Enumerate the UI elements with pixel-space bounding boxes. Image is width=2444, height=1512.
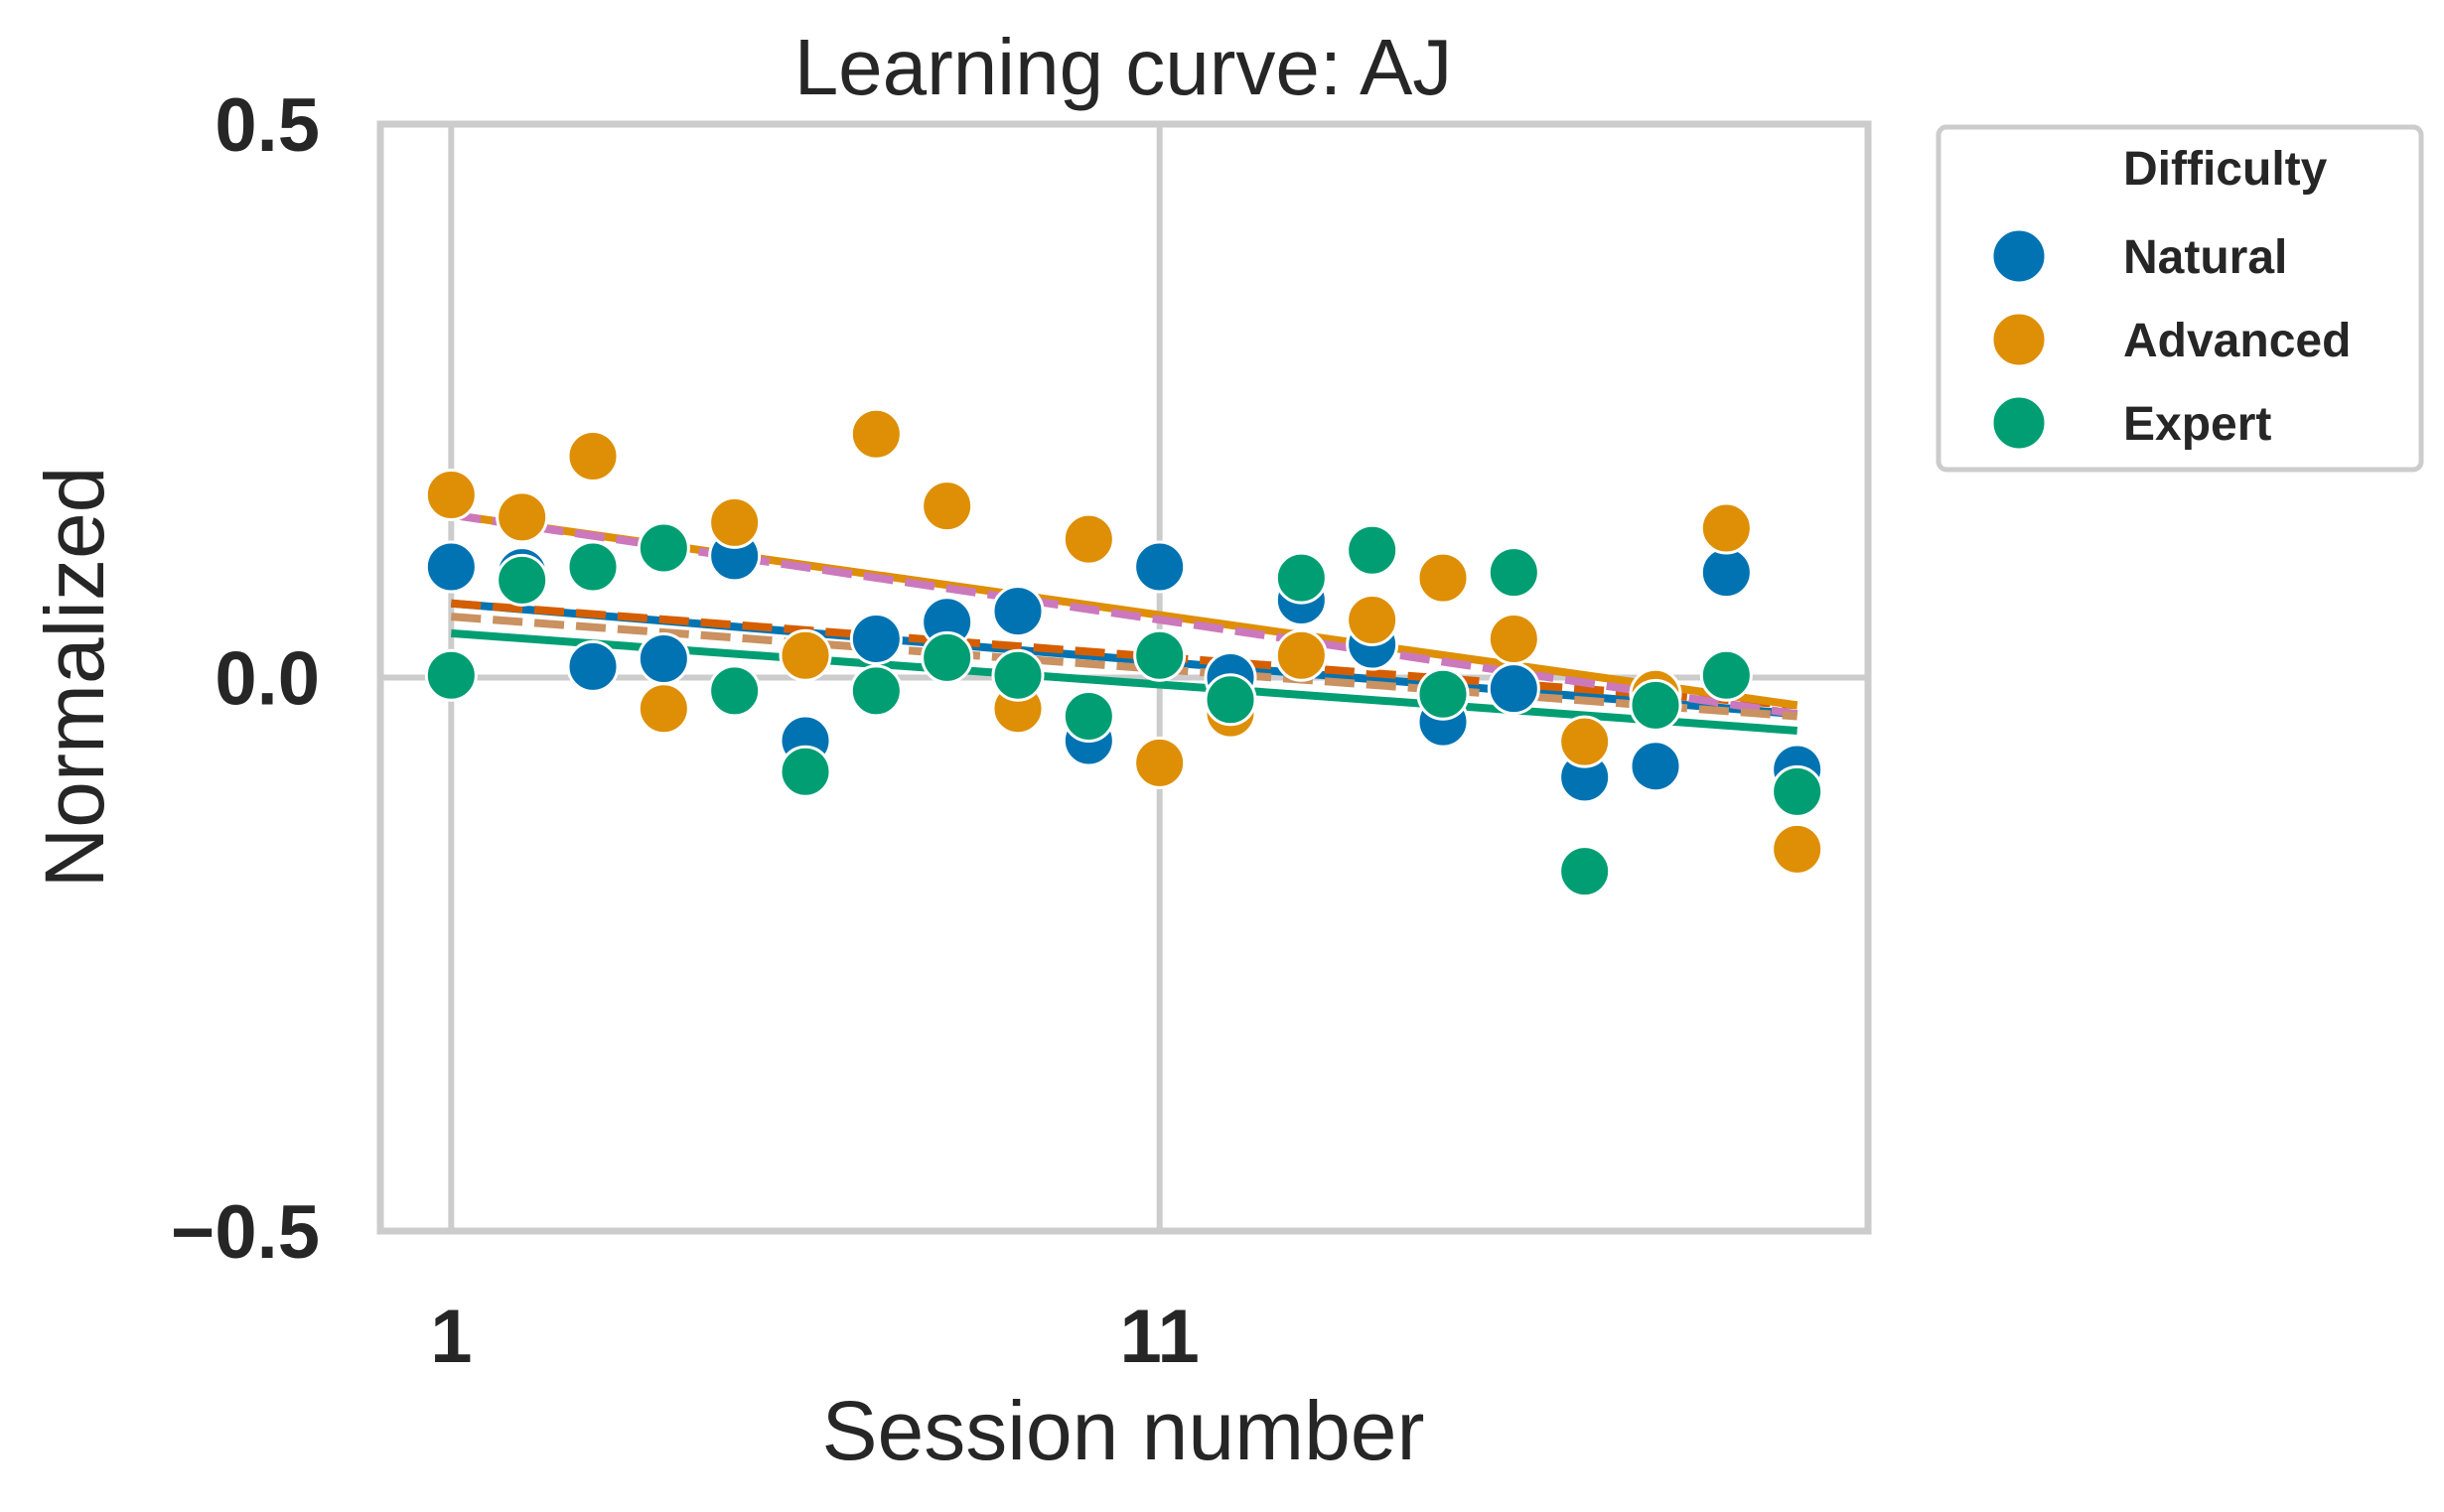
point-advanced-4 <box>637 682 690 736</box>
point-advanced-16 <box>1487 612 1540 665</box>
x-tick-label-1: 11 <box>1119 1295 1199 1379</box>
point-natural-19 <box>1699 546 1753 600</box>
data-points <box>424 407 1824 898</box>
point-expert-16 <box>1487 546 1540 600</box>
legend-label-natural: Natural <box>2123 231 2287 284</box>
point-advanced-6 <box>779 628 832 682</box>
point-advanced-7 <box>849 407 903 461</box>
point-expert-18 <box>1629 678 1682 732</box>
point-natural-4 <box>637 632 690 686</box>
point-expert-6 <box>779 745 832 798</box>
legend-marker-advanced <box>1990 311 2048 368</box>
legend-label-advanced: Advanced <box>2123 315 2351 367</box>
legend-box <box>1936 124 2424 473</box>
point-natural-16 <box>1487 662 1540 716</box>
point-expert-9 <box>991 648 1045 702</box>
legend-marker-expert <box>1990 394 2048 452</box>
point-expert-20 <box>1771 764 1824 818</box>
legend-marker-natural <box>1990 227 2048 285</box>
point-natural-3 <box>566 639 620 693</box>
point-expert-5 <box>708 664 762 718</box>
point-natural-1 <box>424 540 478 594</box>
series-advanced <box>424 407 1824 876</box>
point-expert-7 <box>849 664 903 718</box>
point-expert-14 <box>1346 523 1399 577</box>
point-advanced-10 <box>1062 512 1115 566</box>
y-tick-label-2: 0.5 <box>215 83 320 168</box>
y-axis-title: Normalized <box>28 467 121 889</box>
point-natural-18 <box>1629 740 1682 793</box>
chart-title: Learning curve: AJ <box>794 23 1453 111</box>
trend-line-1 <box>451 599 1797 710</box>
point-advanced-5 <box>708 495 762 549</box>
point-expert-12 <box>1204 673 1257 727</box>
point-natural-9 <box>991 585 1045 638</box>
legend-title: Difficulty <box>2123 143 2328 196</box>
point-expert-13 <box>1274 551 1328 605</box>
legend: Difficulty Natural Advanced Expert <box>1936 124 2424 473</box>
y-tick-labels: −0.5 0.0 0.5 <box>171 83 320 1275</box>
point-advanced-3 <box>566 430 620 482</box>
point-expert-17 <box>1558 845 1612 898</box>
point-natural-7 <box>849 612 903 665</box>
point-expert-1 <box>424 648 478 702</box>
plot-frame <box>376 120 1872 1235</box>
point-advanced-2 <box>496 490 549 544</box>
point-expert-4 <box>637 521 690 575</box>
point-expert-2 <box>496 553 549 607</box>
point-expert-10 <box>1062 690 1115 744</box>
point-expert-3 <box>566 540 620 594</box>
point-advanced-1 <box>424 469 478 522</box>
point-advanced-19 <box>1699 501 1753 555</box>
point-advanced-20 <box>1771 822 1824 876</box>
point-expert-11 <box>1133 628 1187 682</box>
point-expert-8 <box>921 630 974 684</box>
point-natural-11 <box>1133 540 1187 594</box>
x-tick-labels: 1 11 <box>430 1295 1200 1379</box>
point-advanced-15 <box>1416 551 1470 605</box>
point-advanced-14 <box>1346 594 1399 647</box>
series-expert <box>424 521 1824 898</box>
y-tick-label-0: −0.5 <box>171 1190 320 1275</box>
point-advanced-13 <box>1274 628 1328 682</box>
point-advanced-8 <box>921 480 974 533</box>
legend-entries: Natural Advanced Expert <box>1990 227 2351 452</box>
point-expert-19 <box>1699 648 1753 702</box>
legend-label-expert: Expert <box>2123 398 2271 451</box>
x-tick-label-0: 1 <box>430 1295 472 1379</box>
point-advanced-17 <box>1558 715 1612 768</box>
point-expert-15 <box>1416 667 1470 721</box>
trend-line-5 <box>451 613 1797 721</box>
point-advanced-11 <box>1133 736 1187 789</box>
y-tick-label-1: 0.0 <box>215 637 320 722</box>
x-axis-title: Session number <box>822 1384 1425 1477</box>
